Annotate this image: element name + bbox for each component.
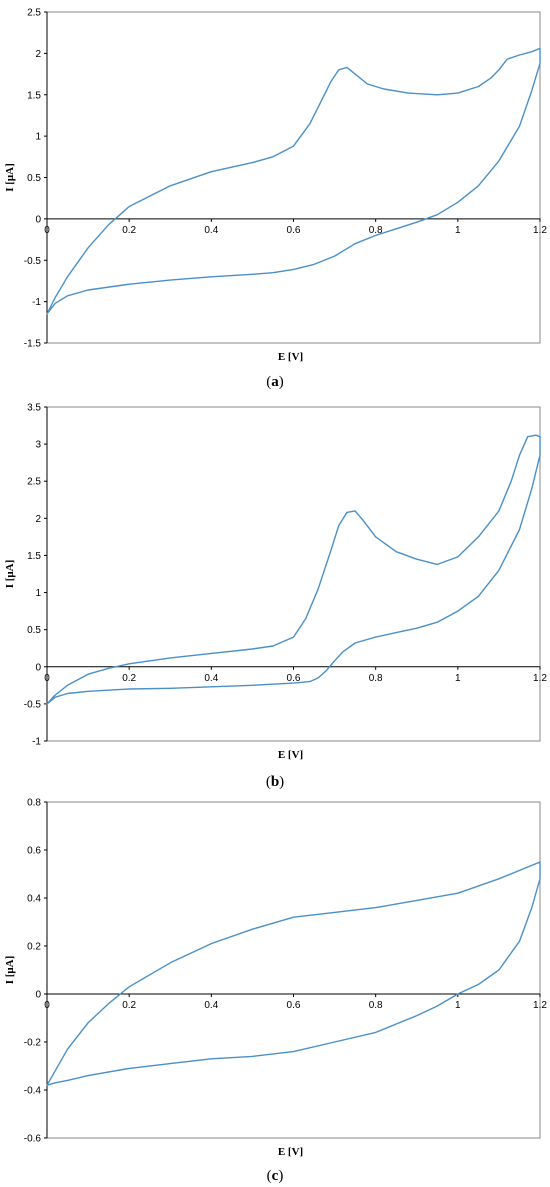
x-tick-label: 0.8 xyxy=(369,1000,383,1011)
plot-area xyxy=(46,11,541,344)
y-tick-label: 2.5 xyxy=(27,8,41,19)
x-tick-label: 1 xyxy=(455,673,461,684)
y-tick-label: 1 xyxy=(35,132,41,143)
chart-svg: 0 0.2 0.4 0.6 0.8 1 1.2 -1 -0.5 0 0.5 1 1.5 2 2.5 3 3.5 E… xyxy=(4,403,547,791)
plot-area xyxy=(46,801,541,1139)
x-tick-label: 1.2 xyxy=(533,1000,547,1011)
y-tick-label: 1 xyxy=(35,588,41,599)
x-tick-label: 1.2 xyxy=(533,673,547,684)
y-tick-label: -1.5 xyxy=(24,339,42,350)
panel-caption: (b) xyxy=(266,774,284,790)
y-tick-label: 2.5 xyxy=(27,477,41,488)
y-tick-label: 0.4 xyxy=(27,894,41,905)
y-tick-label: 0.8 xyxy=(27,798,41,809)
y-axis-title: I [μA] xyxy=(4,560,16,589)
y-tick-label: 0.6 xyxy=(27,846,41,857)
x-tick-label: 0.2 xyxy=(122,673,136,684)
y-tick-label: 2 xyxy=(35,49,41,60)
chart-panel-b: 0 0.2 0.4 0.6 0.8 1 1.2 -1 -0.5 0 0.5 1 1.5 2 2.5 3 3.5 E… xyxy=(0,396,550,796)
series-line xyxy=(46,861,541,1086)
chart-svg: 0 0.2 0.4 0.6 0.8 1 1.2 -1.5 -1 -0.5 0 0.5 1 1.5 2 2.5 E… xyxy=(4,8,547,391)
y-tick-label: 1.5 xyxy=(27,551,41,562)
x-tick-label: 0.8 xyxy=(369,225,383,236)
x-tick-label: 1 xyxy=(455,1000,461,1011)
x-tick-label: 0.6 xyxy=(287,673,301,684)
y-tick-label: -0.2 xyxy=(24,1038,42,1049)
x-tick-label: 0.6 xyxy=(287,1000,301,1011)
x-tick-label: 0.2 xyxy=(122,1000,136,1011)
chart-panel-c: 0 0.2 0.4 0.6 0.8 1 1.2 -0.6 -0.4 -0.2 0 0.2 0.4 0.6 0… xyxy=(0,792,550,1187)
plot-area xyxy=(46,406,541,742)
y-tick-label: -0.4 xyxy=(24,1086,42,1097)
y-tick-label: 0.2 xyxy=(27,942,41,953)
caption-letter: a xyxy=(271,374,279,390)
y-tick-label: 0.5 xyxy=(27,173,41,184)
caption-close-paren: ) xyxy=(279,374,284,390)
x-tick-label: 1 xyxy=(455,225,461,236)
x-tick-label: 0 xyxy=(44,225,50,236)
y-tick-label: 0 xyxy=(35,662,41,673)
y-tick-label: 0 xyxy=(35,214,41,225)
caption-close-paren: ) xyxy=(278,1168,283,1184)
caption-letter: b xyxy=(271,774,279,790)
x-tick-label: 0.8 xyxy=(369,673,383,684)
y-tick-label: -0.5 xyxy=(24,256,42,267)
y-tick-label: 0.5 xyxy=(27,625,41,636)
panel-caption: (c) xyxy=(267,1168,284,1184)
y-tick-label: 0 xyxy=(35,990,41,1001)
y-tick-label: 3 xyxy=(35,440,41,451)
y-tick-label: -0.6 xyxy=(24,1134,42,1145)
y-tick-label: -1 xyxy=(32,297,41,308)
x-tick-label: 0.4 xyxy=(204,225,218,236)
caption-close-paren: ) xyxy=(279,774,284,790)
x-tick-label: 0.4 xyxy=(204,1000,218,1011)
caption-open-paren: ( xyxy=(267,1168,272,1184)
panel-caption: (a) xyxy=(266,374,284,390)
caption-letter: c xyxy=(272,1168,279,1184)
x-tick-label: 0.4 xyxy=(204,673,218,684)
x-axis-title: E [V] xyxy=(278,351,303,363)
chart-svg: 0 0.2 0.4 0.6 0.8 1 1.2 -0.6 -0.4 -0.2 0 0.2 0.4 0.6 0… xyxy=(4,798,547,1185)
y-axis-title: I [μA] xyxy=(4,956,16,985)
x-tick-label: 0.6 xyxy=(287,225,301,236)
series-line xyxy=(46,434,541,705)
series-line xyxy=(46,47,541,315)
y-tick-label: -0.5 xyxy=(24,699,42,710)
y-tick-label: 2 xyxy=(35,514,41,525)
caption-open-paren: ( xyxy=(266,774,271,790)
y-axis-title: I [μA] xyxy=(4,163,16,192)
y-tick-label: -1 xyxy=(32,737,41,748)
x-tick-label: 0 xyxy=(44,1000,50,1011)
x-tick-label: 0 xyxy=(44,673,50,684)
chart-panel-a: 0 0.2 0.4 0.6 0.8 1 1.2 -1.5 -1 -0.5 0 0.5 1 1.5 2 2.5 E… xyxy=(0,0,550,400)
x-tick-label: 1.2 xyxy=(533,225,547,236)
x-tick-label: 0.2 xyxy=(122,225,136,236)
x-axis-title: E [V] xyxy=(278,1146,303,1158)
x-axis-title: E [V] xyxy=(278,749,303,761)
y-tick-label: 1.5 xyxy=(27,90,41,101)
y-tick-label: 3.5 xyxy=(27,403,41,414)
caption-open-paren: ( xyxy=(266,374,271,390)
